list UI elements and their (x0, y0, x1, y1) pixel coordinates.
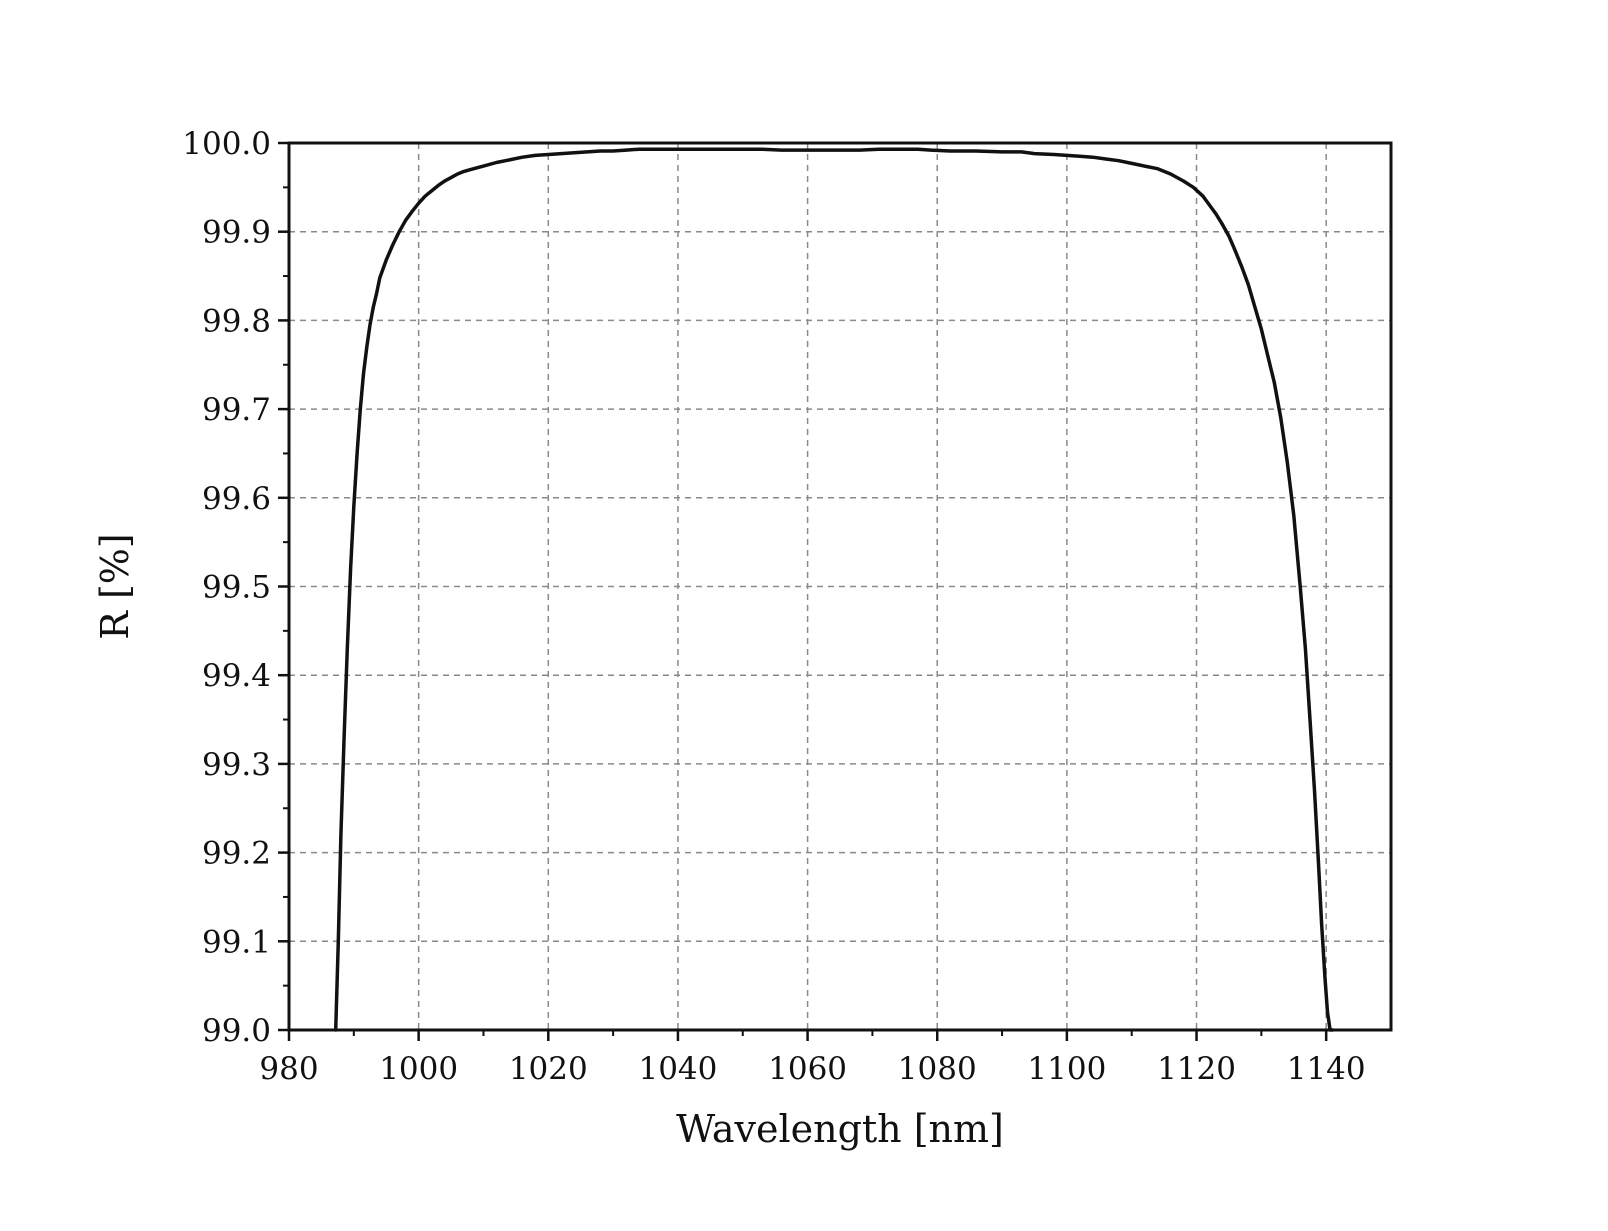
x-tick-label: 1080 (898, 1051, 977, 1087)
y-tick-label: 99.4 (202, 658, 271, 694)
y-tick-label: 99.8 (202, 303, 271, 339)
y-tick-label: 99.2 (202, 836, 271, 872)
x-tick-label: 1140 (1287, 1051, 1366, 1087)
x-tick-label: 1020 (509, 1051, 588, 1087)
y-tick-label: 99.1 (202, 924, 271, 960)
x-tick-label: 1040 (638, 1051, 717, 1087)
y-tick-label: 99.3 (202, 747, 271, 783)
y-tick-label: 99.0 (202, 1013, 271, 1049)
y-tick-label: 99.5 (202, 570, 271, 606)
x-tick-label: 980 (259, 1051, 318, 1087)
y-axis-title: R [%] (93, 533, 137, 639)
series-layer (333, 147, 1335, 1032)
x-tick-label: 1120 (1157, 1051, 1236, 1087)
x-tick-label: 1000 (379, 1051, 458, 1087)
y-tick-label: 99.9 (202, 215, 271, 251)
x-axis-title: Wavelength [nm] (676, 1107, 1004, 1151)
y-tick-label: 99.7 (202, 392, 271, 428)
y-tick-labels: 99.0 99.1 99.2 99.3 99.4 99.5 99.6 99.7 99.8 99.9… (182, 126, 271, 1049)
x-tick-labels: 980 1000 1020 1040 1060 1080 1100 1120 1140 (259, 1051, 1365, 1087)
x-tick-label: 1060 (768, 1051, 847, 1087)
reflectance-curve (333, 147, 1335, 1032)
grid-lines (289, 143, 1391, 1030)
axis-ticks (278, 141, 1328, 1041)
x-tick-label: 1100 (1027, 1051, 1106, 1087)
y-tick-label: 99.6 (202, 481, 271, 517)
y-tick-label: 100.0 (182, 126, 271, 162)
